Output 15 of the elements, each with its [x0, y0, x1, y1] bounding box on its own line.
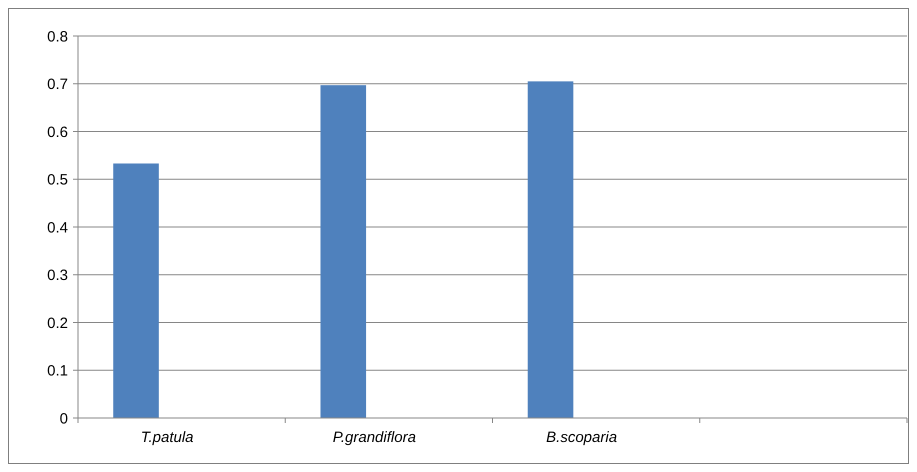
y-tick-label: 0.7: [47, 76, 68, 93]
y-tick-label: 0.6: [47, 124, 68, 141]
y-tick-label: 0.1: [47, 362, 68, 380]
y-tick-label: 0.2: [47, 314, 68, 332]
y-tick-label: 0.3: [47, 267, 68, 284]
x-tick-label: P.grandiflora: [332, 429, 416, 446]
bar: [528, 81, 574, 418]
bar: [320, 85, 366, 418]
y-tick-label: 0: [60, 410, 68, 428]
bar: [113, 163, 159, 418]
y-tick-label: 0.5: [47, 172, 68, 188]
y-tick-label: 0.8: [47, 28, 68, 46]
x-tick-label: B.scoparia: [546, 429, 618, 446]
y-tick-label: 0.4: [47, 219, 68, 236]
x-tick-label: T.patula: [140, 429, 194, 446]
